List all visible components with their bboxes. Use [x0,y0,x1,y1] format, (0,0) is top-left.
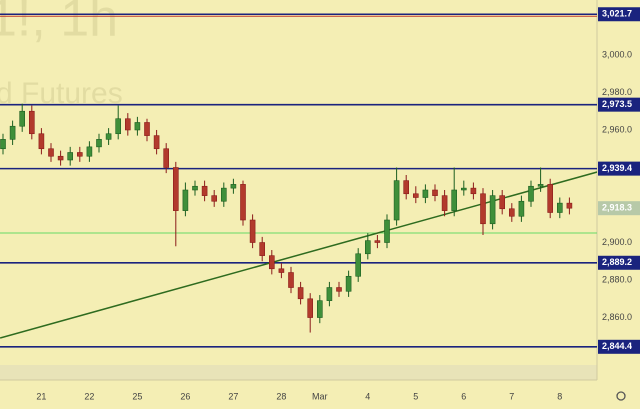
x-tick-label: 28 [276,391,286,401]
candle-body [307,298,314,318]
candle-body [480,193,486,225]
level-label-box [598,97,640,112]
candle-body [182,189,189,211]
x-tick-label: 8 [557,391,562,401]
candle-body [67,152,73,161]
trend-line [0,171,597,339]
last-price-label: 2,918.3 [602,203,632,213]
x-tick-label: 25 [132,391,142,401]
bottom-band [0,365,597,380]
y-tick-label: 3,000.0 [602,49,632,59]
watermark-symbol: 1!, 1h [0,0,118,48]
candle-body [57,155,64,161]
candle-body [144,122,150,136]
candle-body [134,122,141,131]
candle-body [249,219,256,243]
candle-body [192,185,198,191]
level-label: 2,844.4 [602,341,632,351]
level-label-box [598,339,640,354]
x-tick-label: 21 [36,391,46,401]
candle-body [403,180,410,195]
candle-body [96,139,102,148]
candle-body [230,184,237,189]
candle-body [153,135,160,150]
last-price-box [598,201,640,216]
candle-body [77,152,83,157]
candle-body [556,202,563,213]
x-tick-label: Mar [312,391,328,401]
x-tick-label: 27 [228,391,238,401]
candle-body [374,240,381,243]
candle-body [0,139,6,150]
candle-body [173,167,179,211]
level-label: 2,973.5 [602,99,632,109]
x-tick-label: 7 [509,391,514,401]
candle-body [316,300,323,318]
candle-body [412,193,419,198]
candle-body [240,184,246,221]
candle-body [125,118,131,131]
settings-icon[interactable] [616,391,626,401]
candle-body [288,272,294,288]
candle-body [355,253,362,277]
candle-body [441,195,448,211]
x-tick-label: 4 [365,391,370,401]
candle-body [451,189,458,211]
candle-body [393,180,400,221]
candle-body [201,185,208,196]
x-tick-label: 26 [180,391,190,401]
candle-body [19,110,26,127]
candle-body [268,255,275,270]
level-label: 3,021.7 [602,9,632,19]
candle-body [566,202,573,209]
candle-body [470,187,477,195]
candle-body [259,242,266,256]
candle-body [9,125,16,140]
level-label-box [598,7,640,22]
candle-body [278,268,285,273]
candle-body [508,208,515,217]
candle-body [115,118,121,135]
candle-body [48,148,54,157]
candle-body [297,287,304,300]
candle-body [38,133,45,150]
candle-body [518,200,525,217]
candle-body [537,184,544,187]
candle-body [326,287,333,301]
candle-body [28,110,35,135]
candle-body [86,146,93,157]
candle-body [432,189,438,196]
candle-body [345,275,352,292]
candle-body [460,187,467,191]
y-tick-label: 2,960.0 [602,124,632,134]
level-label-box [598,161,640,176]
x-tick-label: 5 [413,391,418,401]
candle-body [211,195,217,202]
y-tick-label: 2,900.0 [602,237,632,247]
plot-area [0,13,597,348]
x-tick-label: 22 [84,391,94,401]
y-tick-label: 2,860.0 [602,312,632,322]
x-tick-label: 6 [461,391,466,401]
level-label-box [598,255,640,270]
y-tick-label: 2,980.0 [602,87,632,97]
candle-body [547,184,554,213]
candle-body [105,133,112,140]
level-label: 2,939.4 [602,163,632,173]
candle-body [364,240,371,255]
candle-body [499,195,506,210]
candle-body [336,287,342,292]
candle-body [528,185,534,202]
y-tick-label: 2,880.0 [602,274,632,284]
candle-body [163,148,169,168]
candle-body [489,195,496,225]
level-label: 2,889.2 [602,257,632,267]
candle-body [384,219,390,243]
candle-body [422,189,429,198]
candle-body [221,187,227,202]
